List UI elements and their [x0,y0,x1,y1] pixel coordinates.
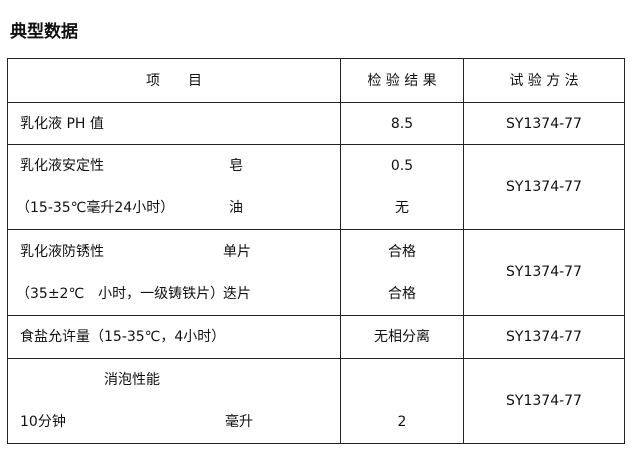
sub-label: 单片 [223,244,251,260]
method-value: SY1374-77 [506,264,582,280]
result-value: 无相分离 [374,329,430,345]
row-divider [7,102,625,103]
row-divider [7,229,625,230]
method-value: SY1374-77 [506,393,582,409]
sub-label: 迭片 [223,286,251,302]
sub-label: 皂 [229,158,243,174]
method-value: SY1374-77 [506,179,582,195]
item-condition: （15-35℃毫升24小时） [16,200,175,216]
row-divider [7,315,625,316]
result-value: 无 [395,200,409,216]
item-label: 消泡性能 [104,372,160,388]
item-label: 乳化液安定性 [20,158,104,174]
result-value: 0.5 [390,158,414,174]
method-value: SY1374-77 [506,116,582,132]
item-label: 乳化液 PH 值 [20,116,104,132]
row-divider [7,144,625,145]
result-value: 2 [397,414,407,430]
item-condition: （35±2℃ 小时，一级铸铁片） [16,286,225,302]
sub-label: 油 [229,200,243,216]
table-border-left [7,58,8,444]
item-label: 食盐允许量（15-35℃，4小时） [20,329,226,345]
header-result: 检 验 结 果 [367,73,437,89]
header-item: 项 目 [146,73,202,89]
column-divider [463,58,464,444]
page-title: 典型数据 [10,22,78,42]
table-border-top [7,58,625,59]
result-value: 合格 [388,244,416,260]
column-divider [340,58,341,444]
item-label: 乳化液防锈性 [20,244,104,260]
table-border-right [624,58,625,444]
result-value: 8.5 [390,116,414,132]
result-value: 合格 [388,286,416,302]
table-border-bottom [7,443,625,444]
sub-label: 毫升 [225,414,253,430]
item-condition: 10分钟 [20,414,66,430]
row-divider [7,358,625,359]
method-value: SY1374-77 [506,329,582,345]
header-method: 试 验 方 法 [509,73,579,89]
